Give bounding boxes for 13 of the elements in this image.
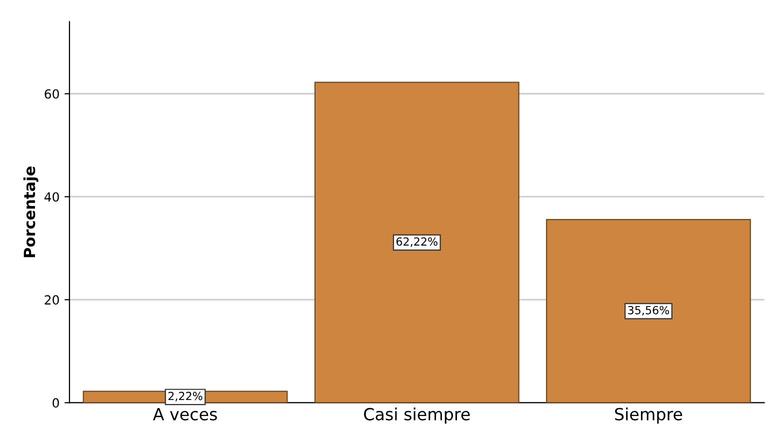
bar xyxy=(314,82,520,403)
data-label: 35,56% xyxy=(628,306,670,316)
y-tick-label: 60 xyxy=(44,89,59,99)
bar xyxy=(546,219,751,403)
y-tick-label: 20 xyxy=(44,295,59,305)
x-tick-label: Casi siempre xyxy=(364,408,470,424)
y-axis-title: Porcentaje xyxy=(23,166,38,258)
y-tick-label: 0 xyxy=(52,398,59,408)
y-tick-label: 40 xyxy=(44,192,59,202)
x-tick-label: A veces xyxy=(152,408,217,420)
data-label: 62,22% xyxy=(396,237,438,247)
x-tick-label: Siempre xyxy=(615,408,682,424)
data-label: 2,22% xyxy=(168,392,202,402)
